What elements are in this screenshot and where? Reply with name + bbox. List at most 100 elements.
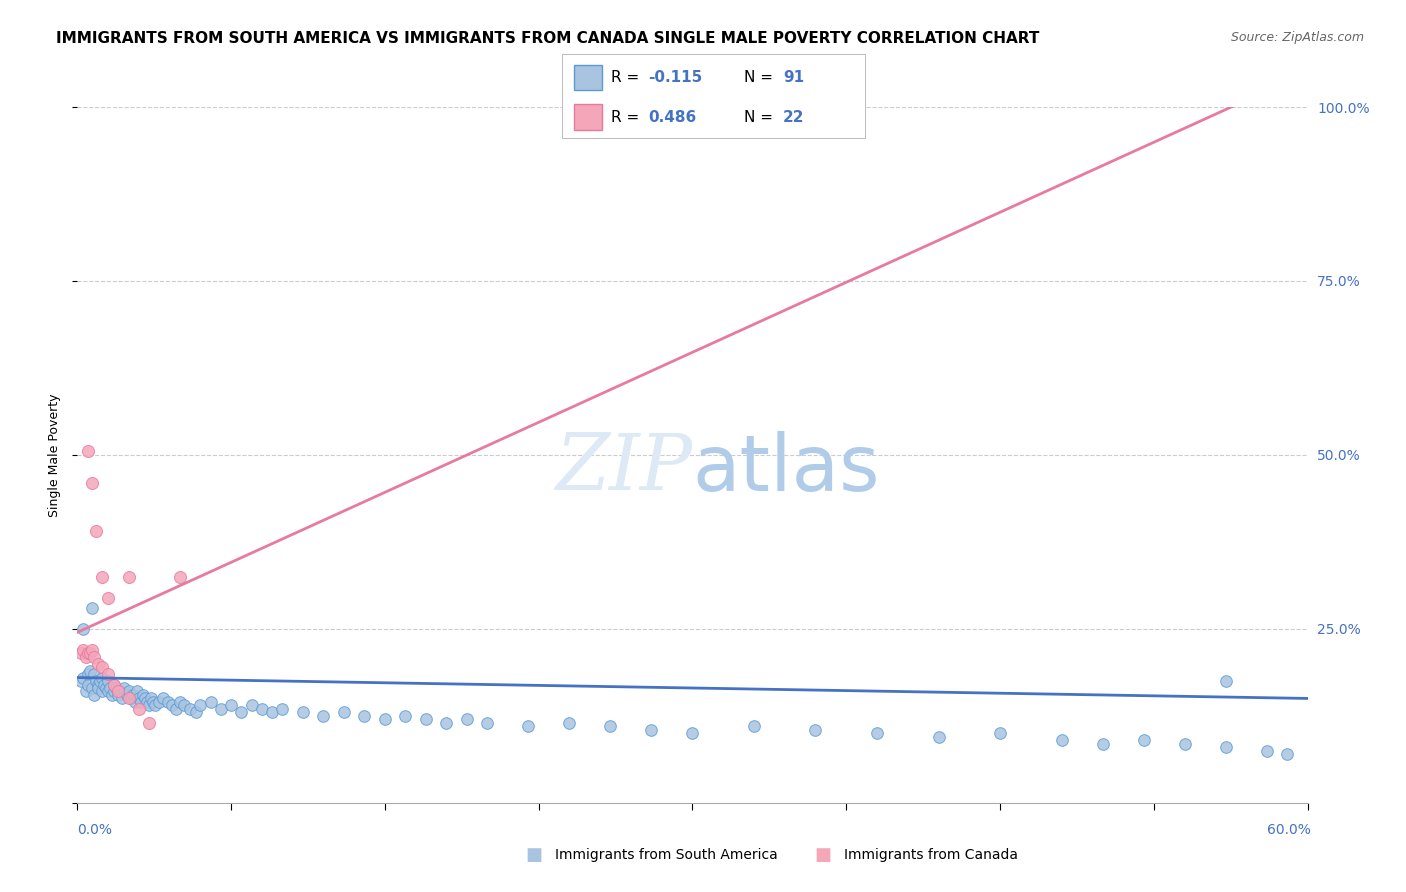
Point (98, 681, 121, 695)
Text: R =: R = (610, 110, 644, 125)
Point (107, 684, 129, 698)
Point (121, 688, 143, 702)
Point (97, 674, 120, 689)
Point (250, 702, 273, 716)
Point (90, 570, 114, 584)
Point (138, 698, 160, 713)
Text: 0.0%: 0.0% (77, 823, 112, 837)
Point (128, 702, 150, 716)
Point (1132, 733, 1154, 747)
Point (231, 706, 253, 720)
Text: 0.486: 0.486 (648, 110, 697, 125)
Point (219, 698, 242, 713)
Point (169, 695, 191, 709)
Point (80, 642, 103, 657)
Text: N =: N = (744, 110, 778, 125)
Point (93, 677, 115, 691)
Point (291, 706, 314, 720)
Point (80, 681, 103, 695)
Point (169, 570, 191, 584)
Text: ■: ■ (526, 846, 543, 863)
Point (148, 695, 170, 709)
Point (94, 681, 117, 695)
Point (742, 719, 765, 733)
Point (374, 712, 396, 726)
Point (103, 677, 125, 691)
Point (117, 684, 139, 698)
Text: 91: 91 (783, 70, 804, 85)
Point (173, 698, 195, 713)
Point (160, 698, 183, 713)
Point (1215, 674, 1237, 689)
Point (117, 691, 139, 706)
Point (76, 646, 98, 660)
Point (83, 667, 105, 681)
Text: 60.0%: 60.0% (1267, 823, 1310, 837)
Point (72, 622, 94, 636)
Point (83, 688, 105, 702)
Point (1091, 737, 1114, 751)
Point (111, 691, 134, 706)
Point (124, 695, 146, 709)
Point (97, 684, 120, 698)
Point (477, 715, 499, 730)
Point (456, 712, 478, 726)
Point (87, 677, 110, 691)
Point (72, 671, 94, 685)
Point (1215, 740, 1237, 755)
Point (1050, 733, 1073, 747)
Point (101, 688, 124, 702)
Point (103, 684, 125, 698)
Y-axis label: Single Male Poverty: Single Male Poverty (48, 393, 60, 516)
Point (599, 719, 621, 733)
Point (76, 667, 98, 681)
Point (80, 601, 103, 615)
Point (1275, 747, 1298, 761)
Point (415, 712, 437, 726)
Point (84, 524, 107, 539)
Point (517, 719, 540, 733)
Point (866, 726, 889, 740)
Point (97, 591, 120, 605)
Point (312, 708, 335, 723)
Point (129, 695, 152, 709)
Point (262, 706, 284, 720)
Point (240, 698, 263, 713)
Point (156, 695, 179, 709)
Point (76, 677, 98, 691)
Point (682, 726, 704, 740)
Point (84, 674, 107, 689)
Point (128, 691, 150, 706)
Point (79, 646, 101, 660)
FancyBboxPatch shape (575, 64, 602, 90)
Point (1174, 737, 1197, 751)
Point (105, 681, 128, 695)
Text: 22: 22 (783, 110, 804, 125)
Point (640, 723, 662, 737)
Point (209, 702, 232, 716)
Point (87, 657, 110, 671)
Text: -0.115: -0.115 (648, 70, 703, 85)
Point (271, 702, 294, 716)
Text: R =: R = (610, 70, 644, 85)
Point (134, 691, 156, 706)
Point (90, 671, 114, 685)
Point (90, 684, 114, 698)
Point (89, 674, 111, 689)
Point (143, 698, 166, 713)
Point (988, 726, 1011, 740)
Point (79, 664, 101, 678)
Point (394, 708, 416, 723)
Point (83, 649, 105, 664)
Point (179, 702, 201, 716)
Point (142, 695, 165, 709)
Point (928, 730, 950, 744)
Point (558, 715, 581, 730)
Point (186, 706, 208, 720)
Text: IMMIGRANTS FROM SOUTH AMERICA VS IMMIGRANTS FROM CANADA SINGLE MALE POVERTY CORR: IMMIGRANTS FROM SOUTH AMERICA VS IMMIGRA… (56, 31, 1039, 46)
Point (103, 677, 125, 691)
Point (90, 660, 114, 674)
Point (114, 681, 136, 695)
Point (141, 691, 163, 706)
Text: Immigrants from Canada: Immigrants from Canada (844, 847, 1018, 862)
